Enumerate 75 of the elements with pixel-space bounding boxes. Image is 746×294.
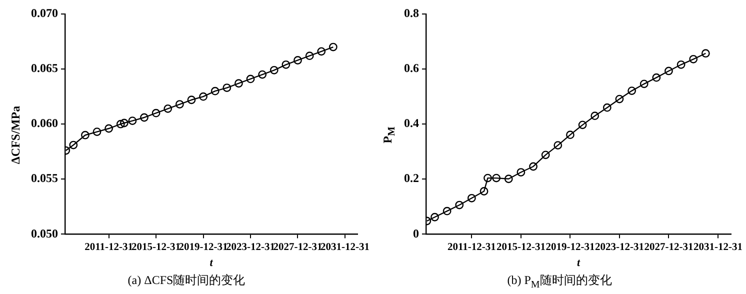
point (187, 96, 196, 104)
point (104, 124, 114, 133)
point (566, 130, 574, 140)
point (701, 49, 710, 58)
x-tick-label: 2027-12-31 (273, 242, 322, 254)
point (270, 66, 278, 74)
point (578, 120, 587, 130)
point (554, 141, 562, 150)
point (652, 73, 661, 82)
point (689, 54, 698, 64)
point (516, 168, 526, 176)
point (175, 100, 184, 108)
point (640, 80, 648, 88)
point (246, 74, 255, 84)
y-axis-title: ΔCFS/MPa (8, 106, 24, 164)
x-axis-title: t (210, 257, 214, 270)
point (152, 108, 160, 118)
point (628, 86, 636, 95)
x-tick-label: 2011-12-31 (447, 242, 496, 254)
point (615, 94, 624, 104)
x-tick-label: 2019-12-31 (546, 242, 595, 254)
x-tick-label: 2015-12-31 (132, 242, 181, 254)
point (210, 86, 220, 96)
point (92, 128, 102, 136)
x-tick-label: 2019-12-31 (178, 242, 228, 254)
point (602, 103, 612, 112)
x-tick-label: 2031-12-31 (693, 242, 742, 254)
point (480, 187, 488, 196)
x-tick-label: 2023-12-31 (226, 242, 276, 254)
y-tick-label: 0.2 (404, 171, 419, 186)
text: (b) P$_{M}$随时间的变化 (506, 272, 613, 290)
point (529, 162, 538, 171)
y-tick-label: 0.4 (404, 116, 419, 130)
x-tick-label: 2011-12-31 (84, 242, 134, 254)
point (116, 120, 125, 128)
point (234, 79, 243, 88)
point (430, 212, 439, 222)
point (164, 104, 172, 113)
y-tick-label: 0.055 (31, 171, 58, 186)
point (541, 150, 550, 160)
point (484, 174, 492, 182)
point (199, 92, 208, 101)
x-tick-label: 2027-12-31 (644, 242, 694, 254)
point (305, 52, 314, 60)
point (455, 200, 464, 210)
point (282, 60, 290, 69)
point (328, 42, 338, 52)
x-axis-title: t (577, 257, 582, 270)
point (317, 47, 326, 56)
text: (a) ΔCFS随时间的变化 (126, 272, 246, 289)
point (442, 206, 452, 216)
y-tick-label: 0.065 (31, 61, 58, 76)
point (81, 130, 90, 140)
x-tick-label: 2023-12-31 (594, 242, 644, 254)
point (128, 116, 137, 125)
x-tick-label: 2015-12-31 (496, 242, 546, 254)
point (294, 56, 302, 64)
point (69, 140, 78, 150)
y-tick-label: 0.070 (31, 6, 58, 20)
y-tick-label: 0.8 (404, 6, 419, 20)
point (492, 174, 501, 182)
x-tick-label: 2031-12-31 (320, 242, 370, 254)
y-tick-label: 0.6 (404, 61, 419, 76)
point (664, 66, 673, 76)
point (467, 194, 476, 202)
point (504, 174, 513, 184)
point (258, 70, 267, 79)
y-tick-label: 0.060 (31, 116, 58, 130)
point (140, 113, 148, 122)
point (120, 118, 128, 128)
y-tick-label: 0 (413, 226, 419, 240)
point (590, 112, 600, 120)
point (222, 84, 232, 92)
y-tick-label: 0.050 (31, 226, 58, 240)
point (676, 60, 686, 69)
